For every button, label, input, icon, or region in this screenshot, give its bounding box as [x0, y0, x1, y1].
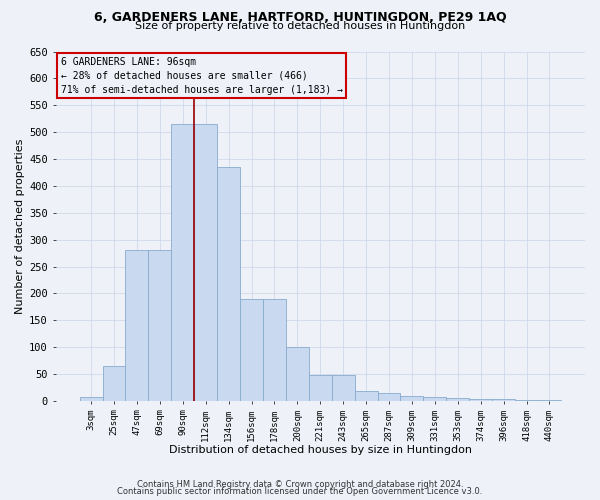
Bar: [240, 299, 263, 401]
Text: Contains public sector information licensed under the Open Government Licence v3: Contains public sector information licen…: [118, 487, 482, 496]
Text: Size of property relative to detached houses in Huntingdon: Size of property relative to detached ho…: [135, 21, 465, 31]
Bar: [515, 400, 538, 401]
Bar: [400, 396, 424, 401]
Bar: [332, 375, 355, 401]
Bar: [217, 167, 240, 401]
Bar: [424, 396, 446, 401]
Text: 6, GARDENERS LANE, HARTFORD, HUNTINGDON, PE29 1AQ: 6, GARDENERS LANE, HARTFORD, HUNTINGDON,…: [94, 11, 506, 24]
Text: 6 GARDENERS LANE: 96sqm
← 28% of detached houses are smaller (466)
71% of semi-d: 6 GARDENERS LANE: 96sqm ← 28% of detache…: [61, 56, 343, 94]
X-axis label: Distribution of detached houses by size in Huntingdon: Distribution of detached houses by size …: [169, 445, 472, 455]
Bar: [171, 124, 194, 401]
Bar: [377, 393, 400, 401]
Bar: [80, 396, 103, 401]
Bar: [125, 250, 148, 401]
Bar: [538, 400, 561, 401]
Bar: [446, 398, 469, 401]
Bar: [194, 124, 217, 401]
Bar: [103, 366, 125, 401]
Bar: [469, 400, 492, 401]
Bar: [286, 347, 309, 401]
Bar: [492, 400, 515, 401]
Bar: [355, 392, 377, 401]
Bar: [263, 299, 286, 401]
Bar: [148, 250, 171, 401]
Bar: [309, 375, 332, 401]
Y-axis label: Number of detached properties: Number of detached properties: [15, 138, 25, 314]
Text: Contains HM Land Registry data © Crown copyright and database right 2024.: Contains HM Land Registry data © Crown c…: [137, 480, 463, 489]
